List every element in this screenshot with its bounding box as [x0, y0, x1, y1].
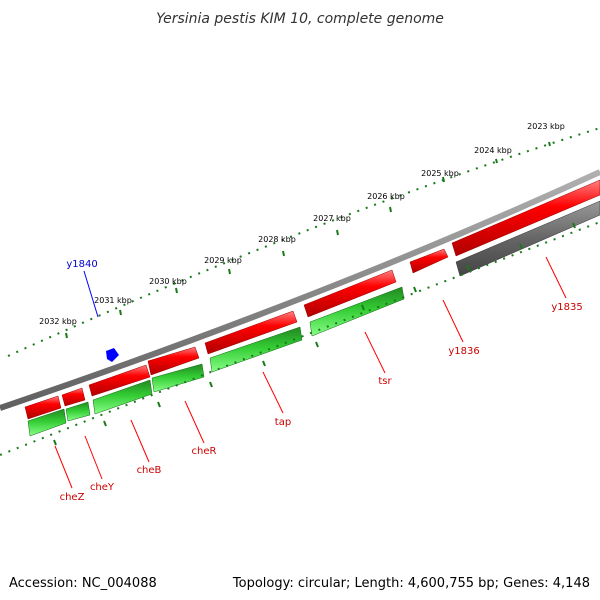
gene-arrow-tap-fwd[interactable]	[204, 310, 298, 355]
inner-scale-ticks	[53, 222, 576, 446]
gene-label-cheZ: cheZ	[60, 492, 85, 503]
gene-arrow-y1836[interactable]	[409, 248, 449, 274]
scale-label-2032: 2032 kbp	[39, 317, 77, 326]
gene-arrow-cheZ[interactable]	[27, 408, 67, 437]
gene-arrow-tsr-fwd[interactable]	[303, 269, 397, 318]
gene-label-y1840: y1840	[66, 259, 97, 270]
accession-text: Accession: NC_004088	[9, 576, 157, 591]
gene-label-tap: tap	[275, 417, 291, 428]
gene-arrow-cheR-fwd[interactable]	[147, 346, 200, 376]
scale-label-2029: 2029 kbp	[204, 256, 242, 265]
gene-arrow-y1835[interactable]	[455, 200, 600, 277]
gene-arrow-tsr[interactable]	[309, 286, 405, 337]
scale-label-2027: 2027 kbp	[313, 214, 351, 223]
scale-label-2024: 2024 kbp	[474, 146, 512, 155]
gene-label-cheB: cheB	[137, 465, 162, 476]
gene-label-cheR: cheR	[192, 446, 217, 457]
gene-label-tsr: tsr	[378, 376, 392, 387]
marker-icon	[106, 348, 119, 362]
scale-label-2031: 2031 kbp	[94, 296, 132, 305]
gene-label-leaders	[54, 256, 567, 489]
genome-summary-text: Topology: circular; Length: 4,600,755 bp…	[232, 576, 590, 591]
scale-label-2026: 2026 kbp	[367, 192, 405, 201]
scale-label-2030: 2030 kbp	[149, 277, 187, 286]
forward-strand-genes	[24, 179, 600, 420]
reverse-strand-genes	[27, 200, 600, 437]
marker-leader	[83, 270, 99, 318]
scale-label-2023: 2023 kbp	[527, 122, 565, 131]
gene-arrow-tap[interactable]	[209, 326, 303, 373]
gene-arrow-y1835-fwd[interactable]	[451, 179, 600, 257]
scale-label-2028: 2028 kbp	[258, 235, 296, 244]
gene-arrow-cheZ-fwd[interactable]	[24, 395, 62, 420]
gene-label-y1836: y1836	[448, 346, 479, 357]
inner-scale-line	[0, 221, 600, 456]
gene-arrow-cheY[interactable]	[65, 401, 91, 422]
gene-arrow-cheB-fwd[interactable]	[88, 364, 151, 397]
genome-backbone	[0, 169, 600, 411]
gene-arrow-cheR[interactable]	[151, 363, 205, 393]
marker-y1840[interactable]: y1840	[66, 259, 119, 362]
outer-scale-ticks	[65, 141, 551, 339]
scale-label-2025: 2025 kbp	[421, 169, 459, 178]
gene-arrow-cheY-fwd[interactable]	[61, 387, 86, 407]
gene-label-y1835: y1835	[551, 302, 582, 313]
gene-label-cheY: cheY	[90, 482, 115, 493]
map-title: Yersinia pestis KIM 10, complete genome	[156, 11, 444, 27]
